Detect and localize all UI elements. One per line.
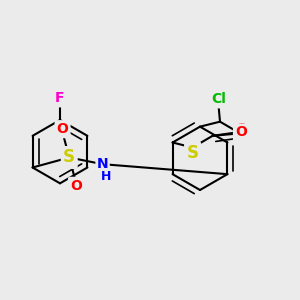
Text: S: S (63, 148, 75, 166)
Text: F: F (55, 91, 65, 105)
Text: O: O (236, 122, 248, 136)
Text: O: O (235, 125, 247, 140)
Text: H: H (101, 170, 111, 183)
Text: Cl: Cl (211, 92, 226, 106)
Text: N: N (97, 157, 108, 171)
Text: S: S (187, 143, 199, 161)
Text: O: O (57, 122, 68, 136)
Text: O: O (70, 179, 82, 193)
